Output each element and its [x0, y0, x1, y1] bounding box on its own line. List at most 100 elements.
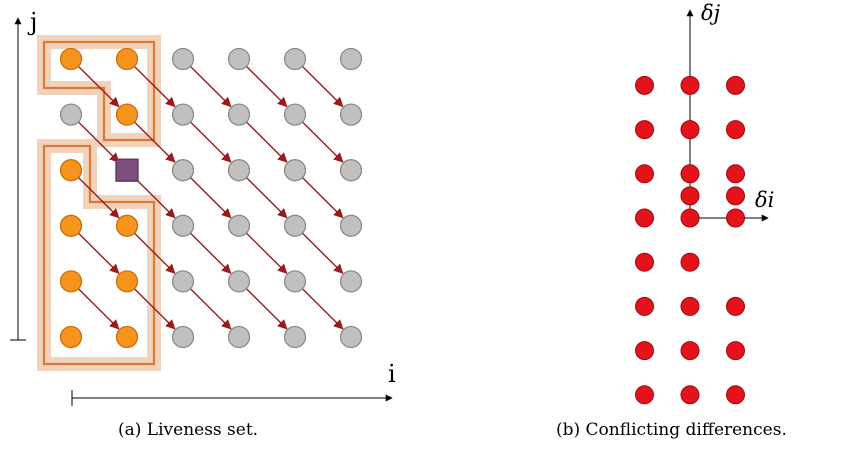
conflict-point: [635, 208, 654, 228]
live-point: [115, 47, 139, 71]
panel-a-axes: j i: [10, 8, 396, 406]
conflict-point: [726, 296, 745, 316]
dependence-arrow: [73, 228, 120, 274]
live-point: [115, 325, 139, 349]
conflict-point: [680, 252, 700, 272]
conflict-point: [726, 186, 745, 206]
conflict-point: [680, 296, 700, 316]
iteration-point: [339, 103, 363, 126]
conflict-point: [726, 208, 745, 228]
iteration-point: [171, 159, 195, 182]
live-point: [115, 214, 139, 237]
iteration-point: [339, 214, 363, 237]
iteration-point: [171, 270, 195, 293]
iteration-point: [283, 159, 307, 182]
dependence-arrow: [185, 172, 232, 219]
conflict-point: [680, 164, 700, 184]
dependence-arrow: [297, 172, 344, 219]
iteration-point: [283, 103, 307, 126]
conflict-point: [680, 208, 700, 228]
iteration-point: [171, 214, 195, 237]
conflict-point: [635, 296, 654, 316]
conflict-point: [680, 120, 700, 140]
conflict-point: [680, 385, 700, 405]
dependence-arrow: [185, 61, 232, 108]
conflict-point: [635, 341, 654, 361]
conflict-point: [635, 252, 654, 272]
conflict-point: [726, 164, 745, 184]
dependence-arrow: [73, 61, 120, 108]
live-point: [59, 270, 83, 293]
conflict-point: [726, 385, 745, 405]
dependence-arrow: [185, 283, 232, 330]
iteration-point: [171, 325, 195, 349]
conflict-point: [680, 186, 700, 206]
conflict-point: [680, 75, 700, 95]
conflict-point: [635, 120, 654, 140]
dependence-arrow: [297, 61, 344, 108]
live-point: [59, 47, 83, 71]
dependence-arrow: [297, 116, 344, 163]
iteration-point: [339, 325, 363, 349]
dependence-arrow: [241, 172, 288, 219]
liveness-region-outline: [42, 40, 156, 142]
live-point: [115, 270, 139, 293]
dependence-arrow: [129, 283, 176, 330]
iteration-point: [283, 270, 307, 293]
live-point: [59, 214, 83, 237]
iteration-point: [283, 47, 307, 71]
iteration-point: [283, 214, 307, 237]
iteration-points: [59, 47, 363, 349]
delta-j-label: δj: [701, 1, 721, 25]
liveness-region-outline: [42, 144, 156, 366]
iteration-point: [227, 159, 251, 182]
iteration-point: [339, 159, 363, 182]
caption-a: (a) Liveness set.: [118, 420, 259, 440]
conflict-point: [726, 75, 745, 95]
iteration-point: [283, 325, 307, 349]
dependence-arrow: [241, 228, 288, 274]
y-axis-label: j: [27, 8, 37, 36]
conflict-point: [726, 341, 745, 361]
dependence-arrow: [185, 228, 232, 274]
current-iteration-square: [115, 158, 139, 182]
liveness-region: [37, 35, 161, 371]
conflict-point: [635, 164, 654, 184]
dependence-arrow: [241, 283, 288, 330]
dependence-arrow: [73, 116, 120, 163]
dependence-arrow: [129, 61, 176, 108]
delta-i-label: δi: [755, 188, 774, 212]
iteration-point: [227, 270, 251, 293]
conflict-point: [726, 120, 745, 140]
iteration-point: [171, 47, 195, 71]
iteration-point: [227, 214, 251, 237]
caption-b: (b) Conflicting differences.: [556, 420, 787, 440]
dependence-arrow: [241, 116, 288, 163]
dependence-arrow: [129, 228, 176, 274]
panel-a-liveness-set: j i: [10, 8, 396, 406]
dependence-arrow: [297, 283, 344, 330]
iteration-point: [227, 103, 251, 126]
live-point: [59, 325, 83, 349]
live-point: [59, 159, 83, 182]
iteration-point: [339, 270, 363, 293]
iteration-point: [59, 103, 83, 126]
dependence-arrow: [73, 283, 120, 330]
difference-points: [635, 75, 745, 405]
dependence-arrow: [185, 116, 232, 163]
iteration-point: [339, 47, 363, 71]
live-point: [115, 103, 139, 126]
iteration-point: [227, 325, 251, 349]
dependence-arrow: [73, 172, 120, 219]
dependence-arrow: [241, 61, 288, 108]
dependence-arrow: [129, 116, 176, 163]
iteration-point: [227, 47, 251, 71]
conflict-point: [635, 75, 654, 95]
conflict-point: [635, 385, 654, 405]
panel-b-conflicting-differences: δj δi: [635, 1, 774, 405]
conflict-point: [680, 341, 700, 361]
panel-b-axes: δj δi: [686, 1, 774, 222]
iteration-point: [171, 103, 195, 126]
dependence-arrow: [297, 228, 344, 274]
